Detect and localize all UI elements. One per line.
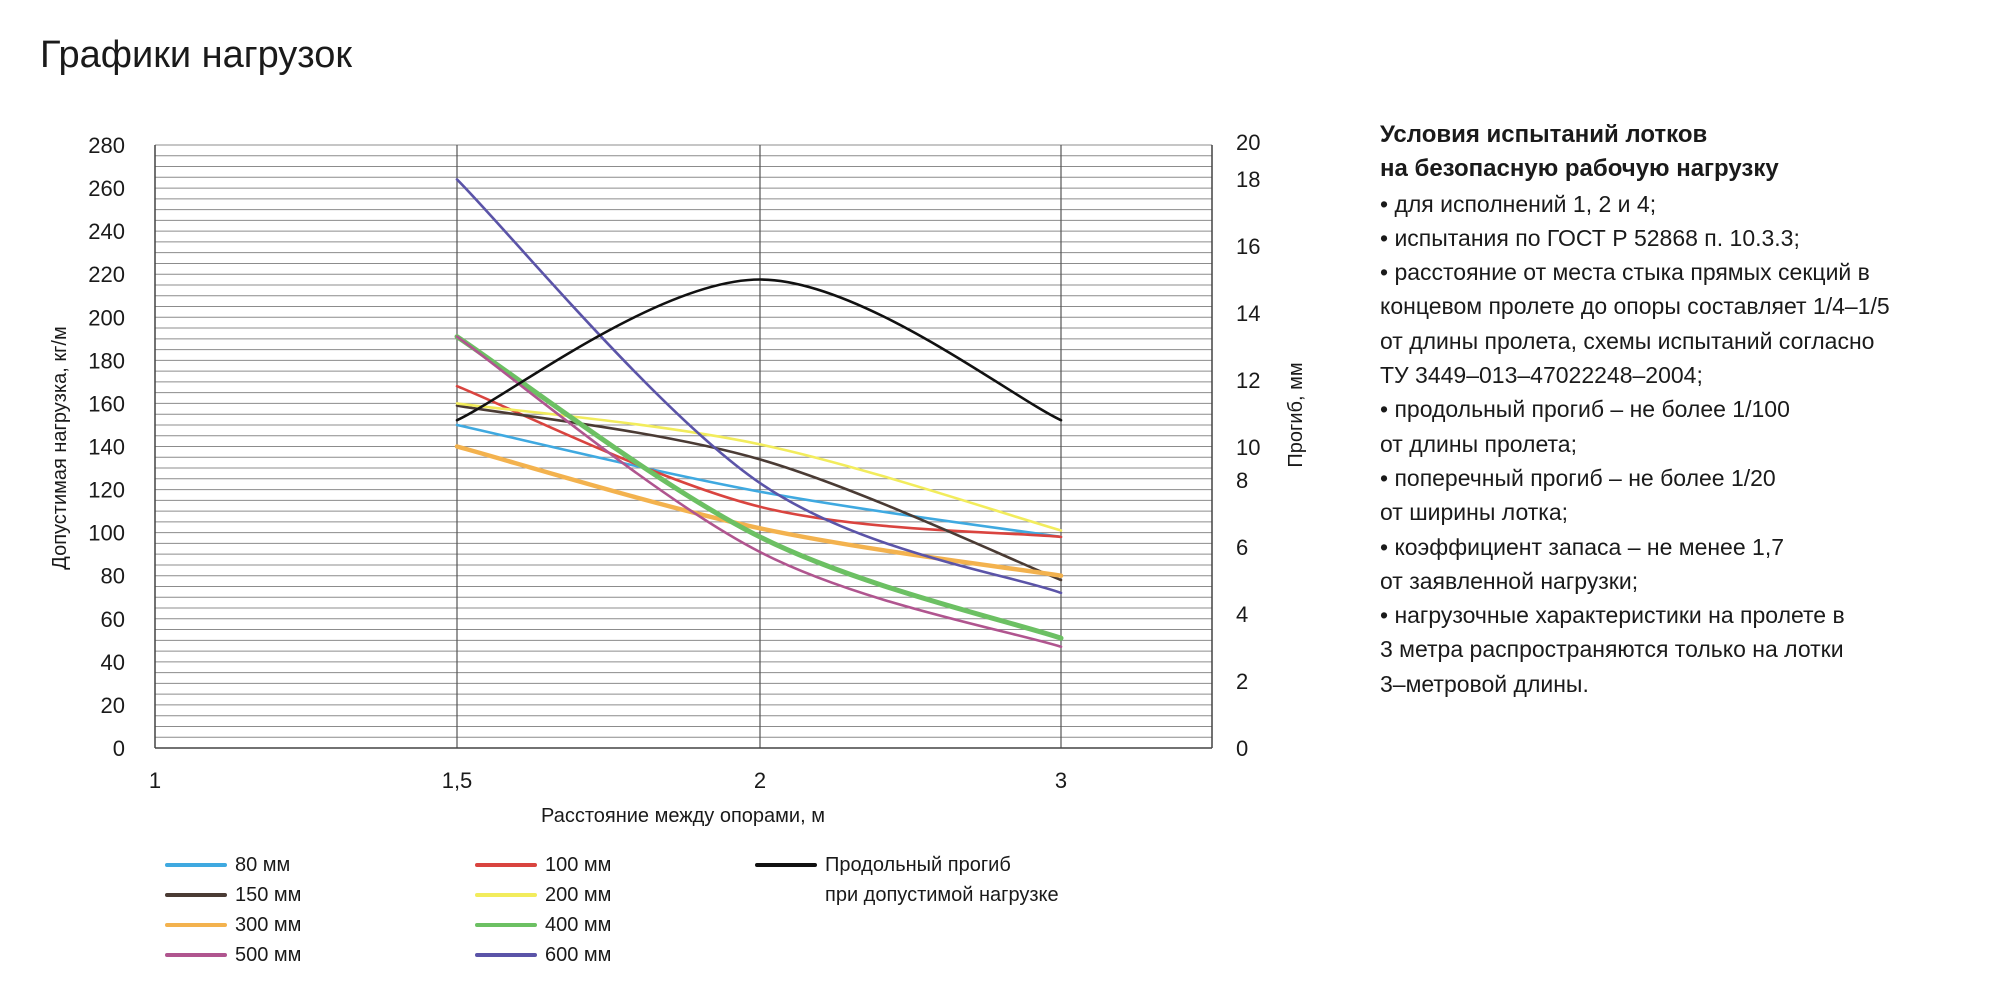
- y2-tick-label: 4: [1236, 602, 1248, 627]
- y-tick-label: 140: [88, 435, 125, 460]
- legend-swatch: [165, 863, 227, 867]
- condition-line: от заявленной нагрузки;: [1380, 567, 1639, 594]
- series-line-400-mm: [454, 334, 1064, 641]
- y2-tick-label: 16: [1236, 234, 1260, 259]
- legend-item: 300 мм: [165, 910, 301, 940]
- y-tick-label: 120: [88, 478, 125, 503]
- y-tick-label: 40: [101, 650, 125, 675]
- y-tick-label: 240: [88, 219, 125, 244]
- series-line-150-mm: [455, 404, 1063, 582]
- y2-tick-label: 10: [1236, 435, 1260, 460]
- y2-tick-label: 18: [1236, 167, 1260, 192]
- legend-label: 300 мм: [235, 913, 302, 936]
- heading-line: на безопасную рабочую нагрузку: [1380, 155, 1779, 183]
- legend-item: 400 мм: [475, 910, 611, 940]
- legend-swatch: [165, 923, 227, 927]
- test-conditions: Условия испытаний лотков на безопасную р…: [1380, 118, 1980, 701]
- legend-label: 150 мм: [235, 883, 302, 906]
- y-tick-label: 80: [101, 564, 125, 589]
- y2-tick-label: 8: [1236, 468, 1248, 493]
- chart-grid: [155, 144, 1212, 749]
- legend-swatch: [755, 863, 817, 867]
- x-tick-label: 2: [754, 768, 766, 793]
- y-tick-label: 280: [88, 133, 125, 158]
- series-line-200-mm: [455, 402, 1063, 532]
- legend-item: 500 мм: [165, 940, 301, 970]
- legend-label: 200 мм: [545, 883, 612, 906]
- x-tick-label: 1: [149, 768, 161, 793]
- y2-axis-label: Прогиб, мм: [1285, 362, 1307, 467]
- condition-line: • продольный прогиб – не более 1/100: [1380, 396, 1790, 423]
- legend-label: Продольный прогиб при допустимой нагрузке: [825, 850, 1059, 910]
- legend-item: 100 мм: [475, 850, 611, 880]
- legend-label: 80 мм: [235, 853, 291, 876]
- load-chart: 0204060801001201401601802002202402602800…: [49, 130, 1307, 827]
- legend-swatch: [475, 953, 537, 957]
- chart-series: [454, 178, 1064, 649]
- condition-line: • для исполнений 1, 2 и 4;: [1380, 190, 1657, 217]
- condition-line: • испытания по ГОСТ Р 52868 п. 10.3.3;: [1380, 224, 1800, 251]
- series-line-600-mm: [455, 178, 1063, 595]
- legend-item: 80 мм: [165, 850, 290, 880]
- y2-tick-label: 6: [1236, 535, 1248, 560]
- y-axis-label: Допустимая нагрузка, кг/м: [49, 326, 71, 569]
- condition-line: • расстояние от места стыка прямых секци…: [1380, 259, 1870, 286]
- legend-label: 500 мм: [235, 943, 302, 966]
- legend-item: 200 мм: [475, 880, 611, 910]
- y-tick-label: 20: [101, 693, 125, 718]
- condition-line: • нагрузочные характеристики на пролете …: [1380, 602, 1845, 629]
- condition-line: от длины пролета;: [1380, 430, 1577, 457]
- condition-line: концевом пролете до опоры составляет 1/4…: [1380, 293, 1890, 320]
- series-line-300-mm: [454, 444, 1064, 578]
- test-conditions-list: • для исполнений 1, 2 и 4; • испытания по…: [1380, 187, 1980, 701]
- y-tick-label: 180: [88, 348, 125, 373]
- condition-line: ТУ 3449–013–47022248–2004;: [1380, 362, 1703, 389]
- legend-item: Продольный прогиб при допустимой нагрузке: [755, 850, 1059, 906]
- legend-swatch: [475, 863, 537, 867]
- legend-swatch: [475, 923, 537, 927]
- legend-label: 400 мм: [545, 913, 612, 936]
- condition-line: от длины пролета, схемы испытаний соглас…: [1380, 327, 1875, 354]
- test-conditions-heading: Условия испытаний лотков на безопасную р…: [1380, 118, 1980, 187]
- condition-line: от ширины лотка;: [1380, 499, 1569, 526]
- legend-label: 100 мм: [545, 853, 612, 876]
- series-line-80-mm: [455, 423, 1063, 539]
- y2-tick-label: 0: [1236, 736, 1248, 761]
- y-tick-label: 100: [88, 521, 125, 546]
- series-line-100-mm: [455, 384, 1063, 539]
- legend-label-line: при допустимой нагрузке: [825, 884, 1059, 906]
- condition-line: • поперечный прогиб – не более 1/20: [1380, 464, 1776, 491]
- x-tick-label: 3: [1055, 768, 1067, 793]
- condition-line: 3 метра распространяются только на лотки: [1380, 636, 1844, 663]
- y-tick-label: 60: [101, 607, 125, 632]
- condition-line: • коэффициент запаса – не менее 1,7: [1380, 533, 1785, 560]
- y-tick-label: 220: [88, 262, 125, 287]
- y2-tick-label: 14: [1236, 301, 1260, 326]
- series-line-500-mm: [455, 335, 1063, 649]
- chart-axes: [154, 145, 1213, 749]
- condition-line: 3–метровой длины.: [1380, 670, 1589, 697]
- series-line-deflection: [455, 278, 1063, 422]
- x-axis-label: Расстояние между опорами, м: [541, 805, 825, 827]
- legend-label-line: Продольный прогиб: [825, 854, 1011, 876]
- y2-tick-label: 20: [1236, 130, 1260, 155]
- y-tick-label: 200: [88, 305, 125, 330]
- page-title: Графики нагрузок: [40, 34, 353, 76]
- legend-swatch: [165, 953, 227, 957]
- heading-line: Условия испытаний лотков: [1380, 121, 1708, 148]
- y-tick-label: 160: [88, 391, 125, 416]
- y2-tick-label: 12: [1236, 368, 1260, 393]
- legend-swatch: [165, 893, 227, 897]
- chart-labels: 0204060801001201401601802002202402602800…: [49, 130, 1307, 827]
- legend-label: 600 мм: [545, 943, 612, 966]
- legend-item: 600 мм: [475, 940, 611, 970]
- y-tick-label: 0: [113, 736, 125, 761]
- legend-swatch: [475, 893, 537, 897]
- legend-item: 150 мм: [165, 880, 301, 910]
- x-tick-label: 1,5: [442, 768, 473, 793]
- y2-tick-label: 2: [1236, 669, 1248, 694]
- y-tick-label: 260: [88, 176, 125, 201]
